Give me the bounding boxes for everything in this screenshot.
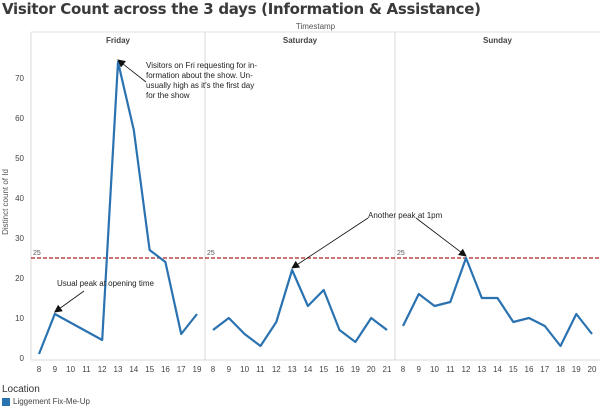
- x-tick-label: 14: [129, 365, 138, 374]
- x-tick-label: 19: [351, 365, 360, 374]
- x-tick-label: 8: [401, 365, 406, 374]
- annotation-arrow: [117, 59, 147, 83]
- x-tick-label: 12: [462, 365, 471, 374]
- x-tick-label: 14: [493, 365, 502, 374]
- x-tick-label: 17: [540, 365, 549, 374]
- y-axis-label: Distinct count of Id: [1, 169, 10, 235]
- reference-line-label: 25: [207, 250, 215, 257]
- x-tick-label: 14: [303, 365, 312, 374]
- x-tick-label: 19: [193, 365, 202, 374]
- x-tick-label: 15: [319, 365, 328, 374]
- x-tick-label: 10: [66, 365, 75, 374]
- x-tick-label: 16: [161, 365, 170, 374]
- x-tick-label: 12: [272, 365, 281, 374]
- x-tick-label: 9: [227, 365, 232, 374]
- x-tick-label: 11: [82, 365, 91, 374]
- legend-item[interactable]: Liggement Fix-Me-Up: [2, 397, 90, 406]
- x-tick-label: 15: [509, 365, 518, 374]
- y-tick-label: 70: [15, 74, 24, 83]
- column-header: Timestamp: [296, 22, 336, 31]
- chart-title: Visitor Count across the 3 days (Informa…: [2, 0, 481, 18]
- legend-label: Liggement Fix-Me-Up: [13, 397, 90, 406]
- panel-header-saturday: Saturday: [283, 36, 318, 45]
- x-tick-label: 20: [367, 365, 376, 374]
- y-tick-label: 60: [15, 114, 24, 123]
- annotation-arrow: [291, 217, 369, 269]
- x-tick-label: 13: [114, 365, 123, 374]
- panel-header-sunday: Sunday: [483, 36, 512, 45]
- reference-line-label: 25: [33, 250, 41, 257]
- x-tick-label: 16: [335, 365, 344, 374]
- series-line-friday: [37, 60, 198, 355]
- legend-swatch: [2, 397, 10, 406]
- y-tick-label: 20: [15, 274, 24, 283]
- y-tick-label: 0: [20, 354, 25, 363]
- x-tick-label: 12: [98, 365, 107, 374]
- reference-line-label: 25: [397, 250, 405, 257]
- annotation-arrow: [415, 217, 467, 257]
- y-tick-label: 50: [15, 154, 24, 163]
- x-tick-label: 17: [177, 365, 186, 374]
- x-tick-label: 10: [240, 365, 249, 374]
- y-tick-label: 30: [15, 234, 24, 243]
- y-tick-label: 10: [15, 314, 24, 323]
- x-tick-label: 9: [53, 365, 58, 374]
- series-line-saturday: [212, 268, 388, 348]
- x-tick-label: 21: [383, 365, 392, 374]
- x-tick-label: 20: [588, 365, 597, 374]
- x-tick-label: 15: [145, 365, 154, 374]
- annotation-text: usually high as it's the first day: [146, 81, 254, 90]
- annotation-text: Visitors on Fri requesting for in-: [146, 61, 257, 70]
- x-tick-label: 18: [556, 365, 565, 374]
- x-tick-label: 8: [211, 365, 216, 374]
- series-line-sunday: [402, 256, 593, 348]
- annotation-text: Another peak at 1pm: [368, 211, 443, 220]
- annotation-text: formation about the show. Un-: [146, 71, 253, 80]
- x-tick-label: 13: [477, 365, 486, 374]
- x-tick-label: 11: [446, 365, 455, 374]
- annotation-text: Usual peak at opening time: [57, 279, 155, 288]
- x-tick-label: 13: [288, 365, 297, 374]
- annotation-arrow: [53, 290, 85, 313]
- y-tick-label: 40: [15, 194, 24, 203]
- annotation-text: for the show: [146, 91, 190, 100]
- x-tick-label: 11: [256, 365, 265, 374]
- x-tick-label: 8: [37, 365, 42, 374]
- x-tick-label: 19: [572, 365, 581, 374]
- legend-title: Location: [2, 384, 40, 395]
- x-tick-label: 16: [525, 365, 534, 374]
- x-tick-label: 9: [417, 365, 422, 374]
- panel-header-friday: Friday: [106, 36, 131, 45]
- x-tick-label: 10: [430, 365, 439, 374]
